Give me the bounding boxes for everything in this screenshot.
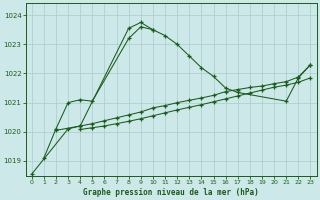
X-axis label: Graphe pression niveau de la mer (hPa): Graphe pression niveau de la mer (hPa) (83, 188, 259, 197)
